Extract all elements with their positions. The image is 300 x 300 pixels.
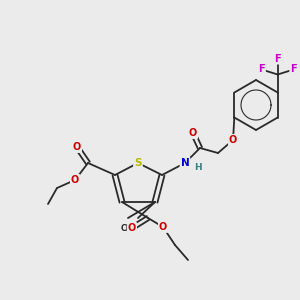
Text: O: O	[189, 128, 197, 138]
Text: O: O	[73, 142, 81, 152]
Text: H: H	[194, 163, 202, 172]
Text: O: O	[159, 222, 167, 232]
Text: ethyl: ethyl	[54, 187, 58, 188]
Text: O: O	[189, 128, 197, 138]
Text: S: S	[134, 158, 142, 168]
Text: O: O	[128, 223, 136, 233]
Text: N: N	[181, 158, 189, 168]
Text: O: O	[71, 175, 79, 185]
Text: F: F	[274, 53, 281, 64]
Text: H: H	[194, 163, 202, 172]
Text: S: S	[134, 158, 142, 168]
Text: O: O	[229, 135, 237, 145]
Text: O: O	[71, 175, 79, 185]
Text: F: F	[290, 64, 297, 74]
Text: O: O	[229, 135, 237, 145]
Text: N: N	[181, 158, 189, 168]
Text: O: O	[159, 222, 167, 232]
Text: O: O	[73, 142, 81, 152]
Text: F: F	[258, 64, 265, 74]
Text: O: O	[128, 223, 136, 233]
Text: F: F	[258, 64, 265, 74]
Text: CH₃: CH₃	[120, 224, 136, 233]
Text: F: F	[274, 53, 281, 64]
Text: F: F	[290, 64, 297, 74]
